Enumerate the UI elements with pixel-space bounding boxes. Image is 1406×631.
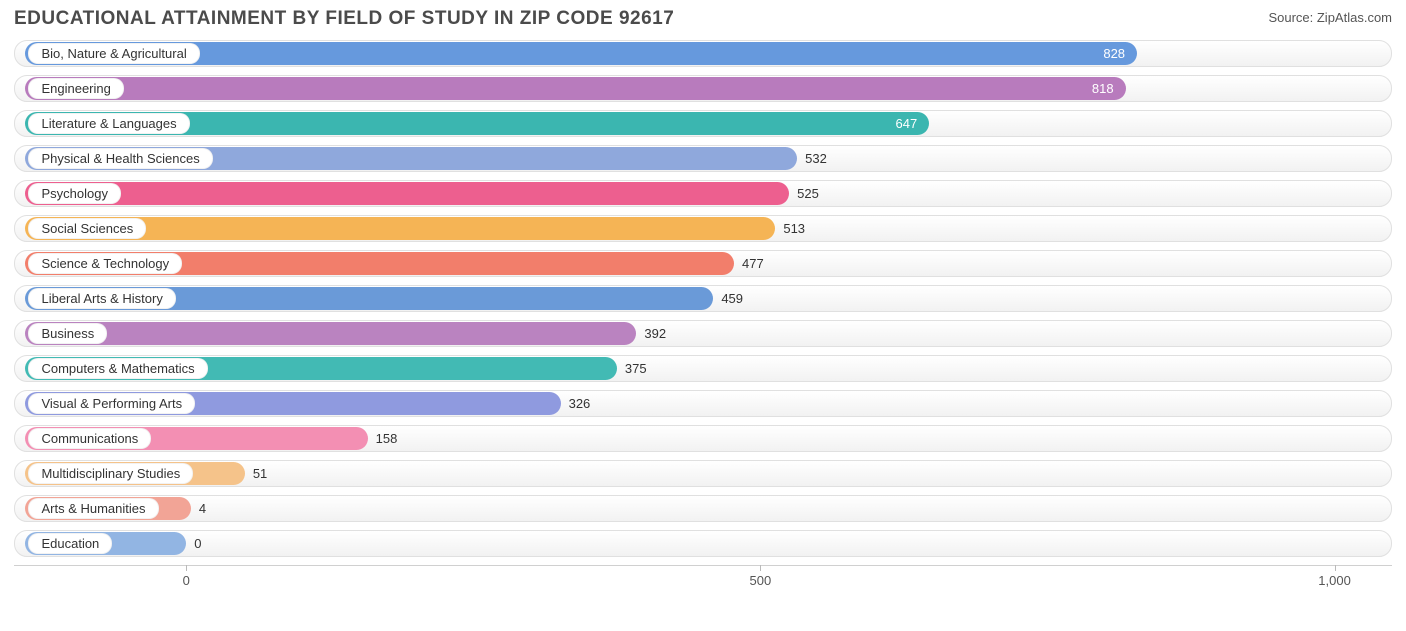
- bar-row: Visual & Performing Arts 326: [14, 390, 1392, 417]
- x-axis-tick-label: 0: [183, 573, 190, 588]
- bar-row: Communications 158: [14, 425, 1392, 452]
- bar-row: Science & Technology 477: [14, 250, 1392, 277]
- bar-track: [14, 530, 1392, 557]
- x-axis-tick: [760, 565, 761, 571]
- bar-label: Visual & Performing Arts: [28, 393, 195, 414]
- bar-label: Computers & Mathematics: [28, 358, 207, 379]
- chart-area: Bio, Nature & Agricultural828 Engineering…: [14, 40, 1392, 595]
- bar-row: Literature & Languages647: [14, 110, 1392, 137]
- bar-value: 51: [245, 460, 267, 487]
- bar-value: 459: [713, 285, 743, 312]
- bar-label: Psychology: [28, 183, 120, 204]
- bar-value: 513: [775, 215, 805, 242]
- bar-label: Liberal Arts & History: [28, 288, 175, 309]
- bar-value: 828: [25, 40, 1137, 67]
- bar-row: Engineering818: [14, 75, 1392, 102]
- bar-row: Computers & Mathematics 375: [14, 355, 1392, 382]
- bar-value: 647: [25, 110, 929, 137]
- bar-row: Liberal Arts & History 459: [14, 285, 1392, 312]
- bar-row: Social Sciences 513: [14, 215, 1392, 242]
- x-axis-tick-label: 500: [750, 573, 772, 588]
- bar-row: Business 392: [14, 320, 1392, 347]
- x-axis-line: [14, 565, 1392, 566]
- bar-label: Business: [28, 323, 107, 344]
- bar-label: Education: [28, 533, 112, 554]
- x-axis: 0 500 1,000: [14, 565, 1392, 593]
- bar-label: Communications: [28, 428, 151, 449]
- x-axis-tick-label: 1,000: [1318, 573, 1351, 588]
- bar-value: 525: [789, 180, 819, 207]
- bar-fill: [25, 182, 789, 205]
- x-axis-tick: [1335, 565, 1336, 571]
- bar-label: Physical & Health Sciences: [28, 148, 212, 169]
- bar-row: Education 0: [14, 530, 1392, 557]
- bar-row: Multidisciplinary Studies 51: [14, 460, 1392, 487]
- x-axis-tick: [186, 565, 187, 571]
- bar-row: Bio, Nature & Agricultural828: [14, 40, 1392, 67]
- bar-track: [14, 495, 1392, 522]
- bar-value: 392: [636, 320, 666, 347]
- bar-value: 532: [797, 145, 827, 172]
- chart-source: Source: ZipAtlas.com: [1268, 8, 1392, 25]
- bar-label: Science & Technology: [28, 253, 182, 274]
- bar-fill: [25, 322, 636, 345]
- bar-value: 818: [25, 75, 1125, 102]
- bar-label: Arts & Humanities: [28, 498, 158, 519]
- bar-row: Physical & Health Sciences 532: [14, 145, 1392, 172]
- bar-value: 4: [191, 495, 206, 522]
- bar-row: Arts & Humanities 4: [14, 495, 1392, 522]
- bar-value: 158: [368, 425, 398, 452]
- bar-label: Social Sciences: [28, 218, 146, 239]
- bar-row: Psychology 525: [14, 180, 1392, 207]
- bar-value: 0: [186, 530, 201, 557]
- bar-value: 477: [734, 250, 764, 277]
- chart-header: EDUCATIONAL ATTAINMENT BY FIELD OF STUDY…: [0, 0, 1406, 34]
- chart-title: EDUCATIONAL ATTAINMENT BY FIELD OF STUDY…: [14, 8, 674, 30]
- bar-value: 375: [617, 355, 647, 382]
- bar-value: 326: [561, 390, 591, 417]
- bar-label: Multidisciplinary Studies: [28, 463, 193, 484]
